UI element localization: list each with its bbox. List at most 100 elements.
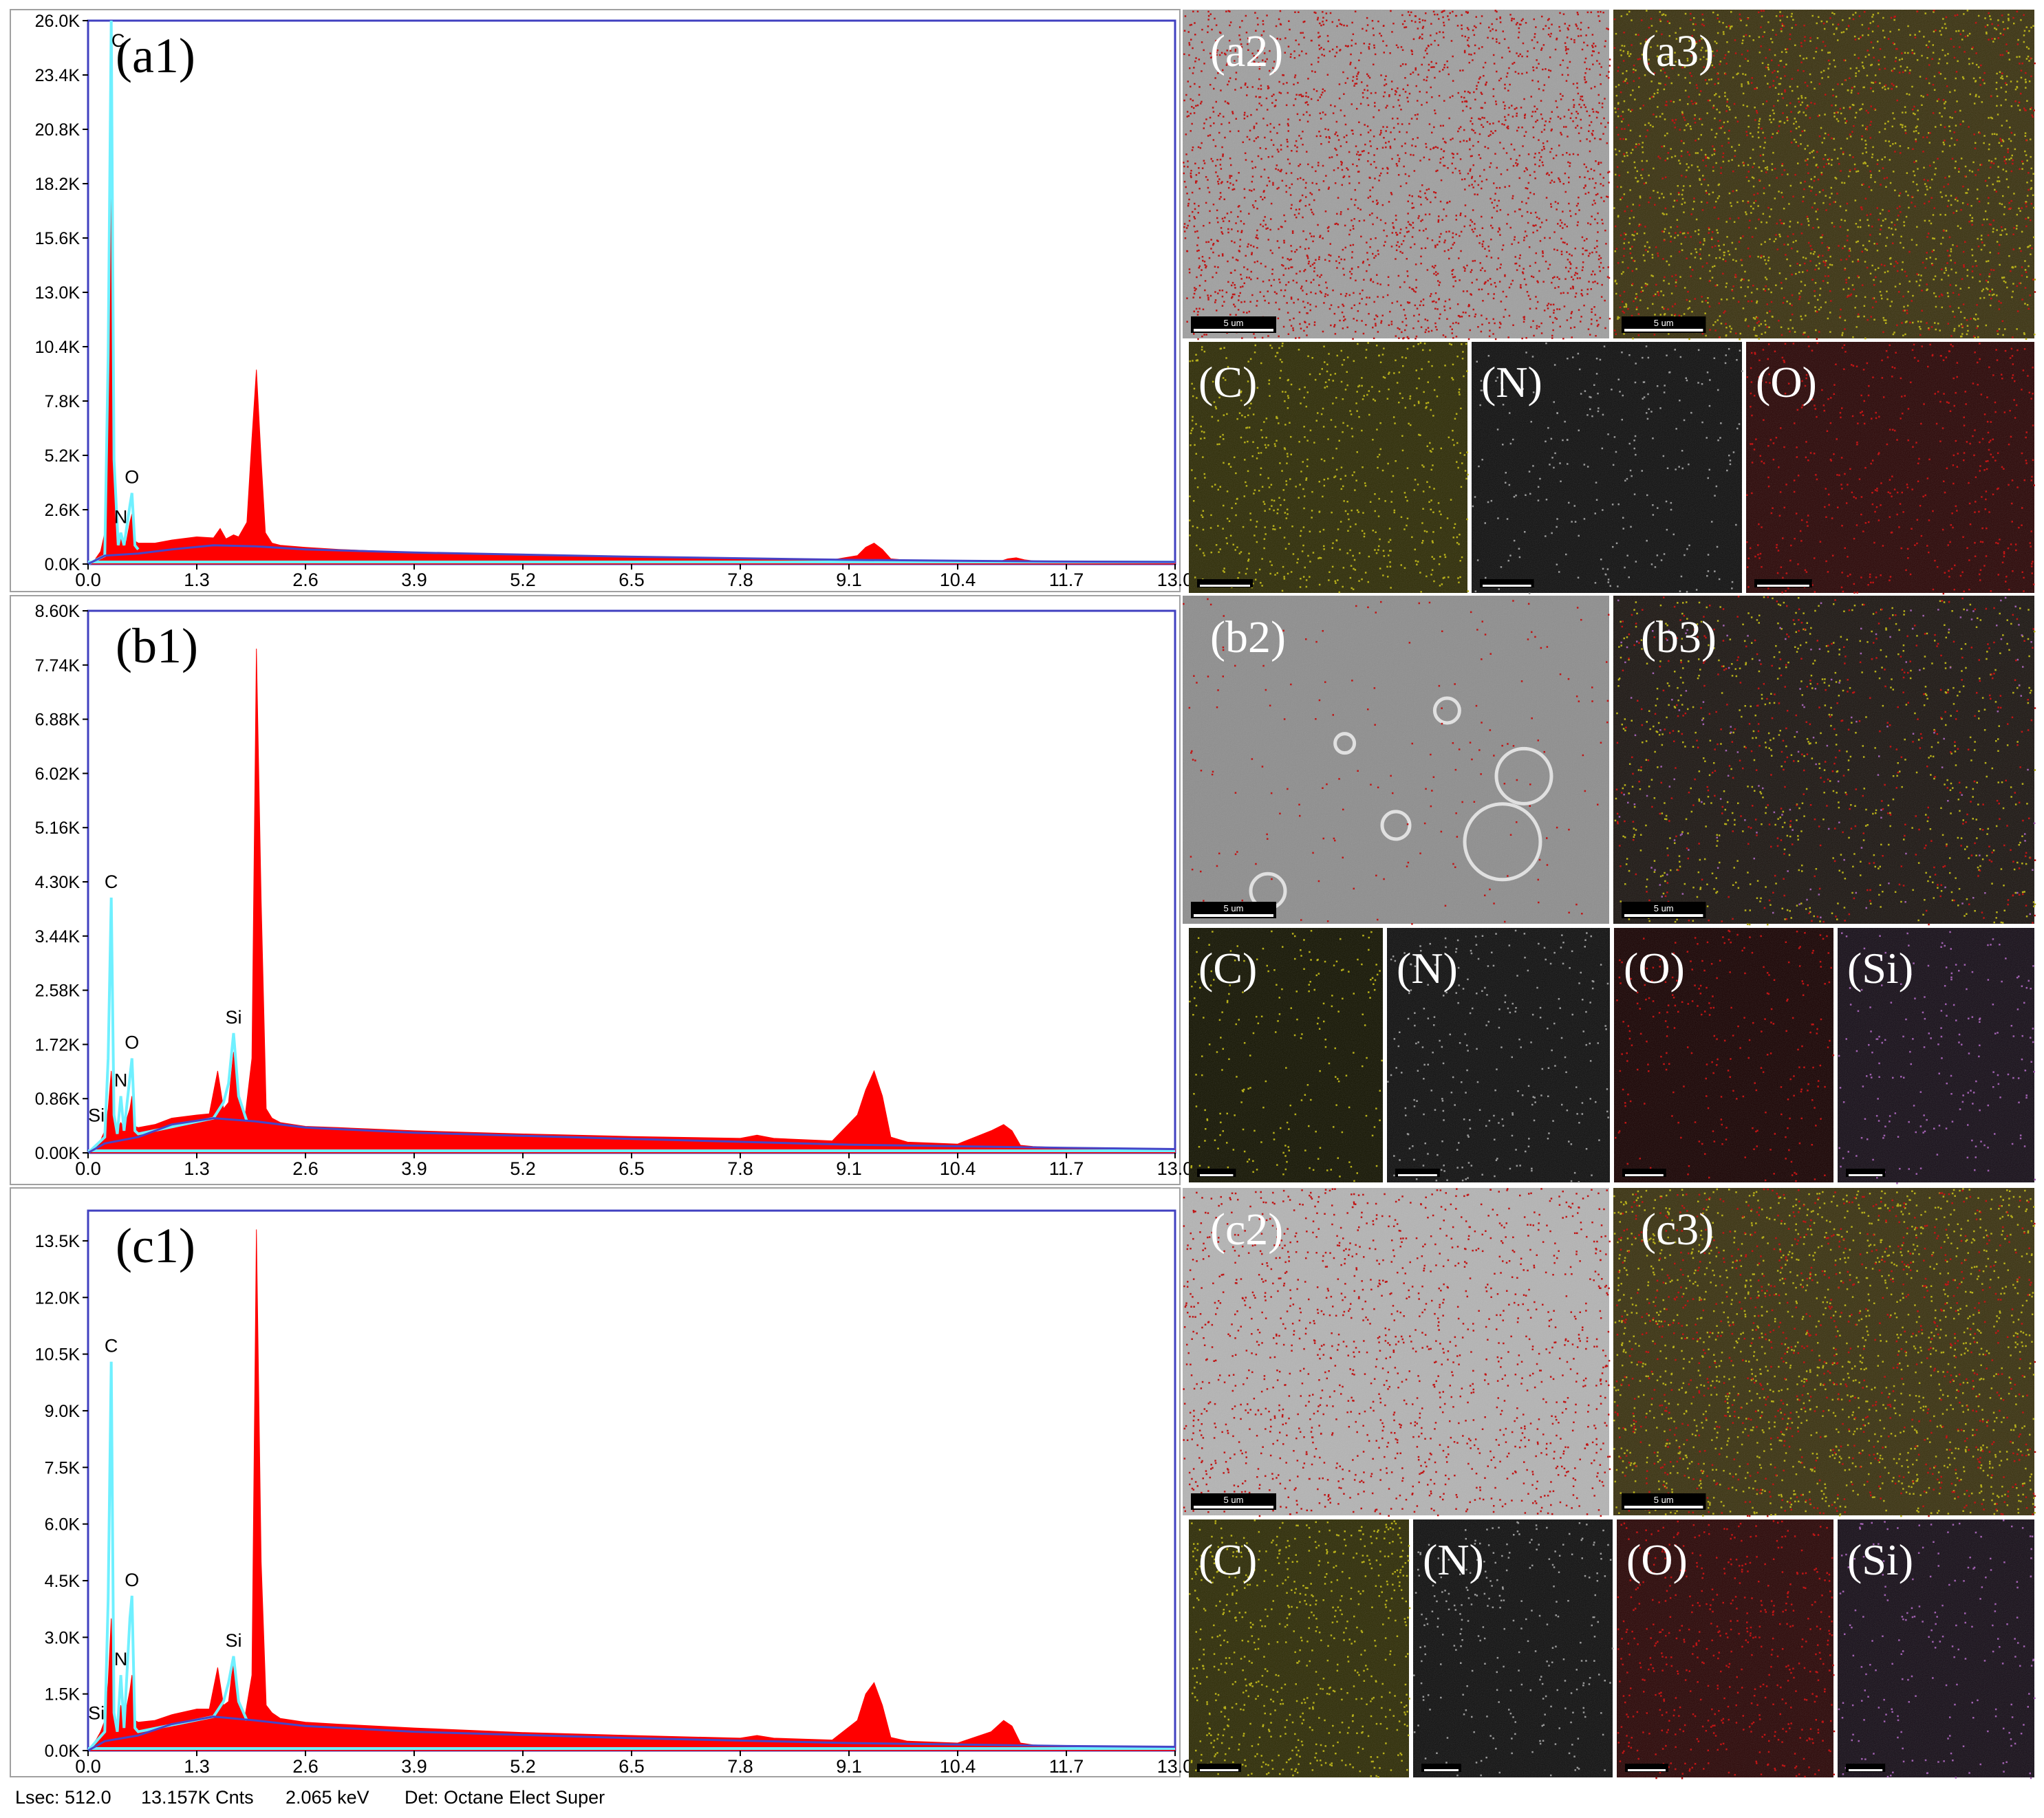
scale-bar <box>1624 1506 1703 1508</box>
scale-bar <box>1200 1174 1234 1176</box>
peak-label-c: C <box>105 872 118 892</box>
y-tick-label: 12.0K <box>35 1288 80 1308</box>
x-tick-label: 11.7 <box>1049 1756 1084 1777</box>
map-texture <box>1472 342 1742 593</box>
scale-bar <box>1849 1769 1883 1771</box>
surface-feature <box>1463 802 1542 882</box>
x-tick-label: 0.0 <box>75 1158 101 1179</box>
element-map-tile: 5 um (c2) <box>1183 1188 1611 1517</box>
element-map-tile: (C) <box>1189 1519 1411 1778</box>
spectrum-panel-label: (a1) <box>116 28 195 83</box>
map-tile-label: (O) <box>1756 358 1817 407</box>
map-tile-label: (a2) <box>1210 26 1283 76</box>
map-texture <box>1613 596 2034 924</box>
scale-bar <box>1849 1174 1883 1176</box>
status-bar: Lsec: 512.0 13.157K Cnts 2.065 keV Det: … <box>15 1787 605 1808</box>
element-map-tile: 5 um (a3) <box>1613 10 2036 340</box>
light-element-outline <box>87 897 248 1154</box>
peak-label-o: O <box>125 467 139 488</box>
spectrum-panel-label: (c1) <box>116 1218 195 1273</box>
light-element-outline <box>87 20 140 565</box>
map-texture <box>1613 1188 2034 1515</box>
map-texture <box>1183 1188 1609 1515</box>
x-tick-label: 10.4 <box>940 1158 976 1179</box>
peak-label-c: C <box>105 1336 118 1356</box>
background-fit-line <box>87 1117 1176 1154</box>
x-tick-label: 5.2 <box>510 1158 536 1179</box>
scale-bar <box>1628 1769 1666 1771</box>
y-tick-label: 1.5K <box>45 1685 80 1705</box>
peak-label-si: Si <box>88 1105 105 1125</box>
scale-bar-label: 5 um <box>1654 318 1674 328</box>
y-tick-label: 3.0K <box>45 1628 80 1647</box>
element-signal-dots <box>1183 1188 1611 1517</box>
surface-feature <box>1494 746 1553 805</box>
y-tick-label: 15.6K <box>35 229 80 248</box>
element-signal-dots <box>1613 10 2036 340</box>
background-fit-line <box>87 1716 1176 1752</box>
map-tile-label: (C) <box>1198 944 1257 993</box>
x-tick-label: 2.6 <box>292 570 319 590</box>
y-tick-label: 6.0K <box>45 1515 80 1535</box>
map-tile-label: (N) <box>1481 358 1542 407</box>
x-tick-label: 9.1 <box>836 1756 862 1777</box>
x-tick-label: 5.2 <box>510 1756 536 1777</box>
scale-bar <box>1194 329 1273 332</box>
x-tick-label: 9.1 <box>836 1158 862 1179</box>
status-detector: Det: Octane Elect Super <box>405 1787 605 1808</box>
scale-bar <box>1194 1506 1273 1508</box>
y-tick-label: 7.74K <box>35 656 80 675</box>
y-tick-label: 1.72K <box>35 1035 80 1054</box>
map-texture <box>1617 1519 1833 1777</box>
y-tick-label: 7.5K <box>45 1458 80 1478</box>
plot-area <box>87 1209 1176 1752</box>
element-map-tile: (O) <box>1614 928 1835 1182</box>
y-tick-label: 2.6K <box>45 501 80 520</box>
x-tick-label: 13.0 <box>1157 1158 1194 1179</box>
y-tick-label: 9.0K <box>45 1402 80 1421</box>
map-tile-label: (N) <box>1397 944 1458 993</box>
plot-area <box>87 609 1176 1154</box>
spectra-layer: 0.0K 2.6K 5.2K 7.8K 10.4K 13.0K 15.6K 18.2K 20.8… <box>10 9 1194 1777</box>
scale-bar <box>1624 914 1703 917</box>
y-tick-label: 0.00K <box>35 1144 80 1163</box>
scale-bar <box>1398 1174 1437 1176</box>
y-tick-label: 3.44K <box>35 927 80 946</box>
x-tick-label: 6.5 <box>618 1158 645 1179</box>
scale-bar-label: 5 um <box>1654 903 1674 913</box>
y-tick-label: 20.8K <box>35 120 80 140</box>
scale-bar <box>1624 329 1703 332</box>
x-tick-label: 1.3 <box>184 1158 210 1179</box>
y-tick-label: 10.5K <box>35 1345 80 1365</box>
y-tick-label: 13.5K <box>35 1232 80 1251</box>
x-tick-label: 0.0 <box>75 570 101 590</box>
map-tile-label: (a3) <box>1641 26 1714 76</box>
y-tick-label: 5.2K <box>45 446 80 466</box>
map-tile-label: (C) <box>1198 1535 1257 1584</box>
y-tick-label: 7.8K <box>45 392 80 411</box>
x-tick-label: 6.5 <box>618 1756 645 1777</box>
x-tick-label: 1.3 <box>184 1756 210 1777</box>
plot-area <box>87 19 1176 565</box>
scale-bar <box>1625 1174 1664 1176</box>
map-tile-label: (C) <box>1198 358 1257 407</box>
map-tile-label: (b3) <box>1641 612 1717 662</box>
y-tick-label: 18.2K <box>35 175 80 194</box>
element-signal-dots <box>1617 1520 1836 1779</box>
surface-feature <box>1432 696 1461 725</box>
background-fit-line <box>87 544 1176 565</box>
x-tick-label: 13.0 <box>1157 570 1194 590</box>
x-tick-label: 11.7 <box>1049 1158 1084 1179</box>
map-tile-label: (c2) <box>1210 1204 1283 1255</box>
element-map-tile: (O) <box>1617 1519 1836 1779</box>
y-tick-label: 5.16K <box>35 819 80 838</box>
peak-label-n: N <box>114 1070 128 1091</box>
surface-feature <box>1333 732 1357 755</box>
map-texture <box>1838 928 2034 1182</box>
y-tick-label: 26.0K <box>35 12 80 31</box>
element-map-tile: 5 um (b2) <box>1183 596 1610 925</box>
x-tick-label: 7.8 <box>727 570 753 590</box>
x-tick-label: 10.4 <box>940 1756 976 1777</box>
x-tick-label: 3.9 <box>401 1756 427 1777</box>
